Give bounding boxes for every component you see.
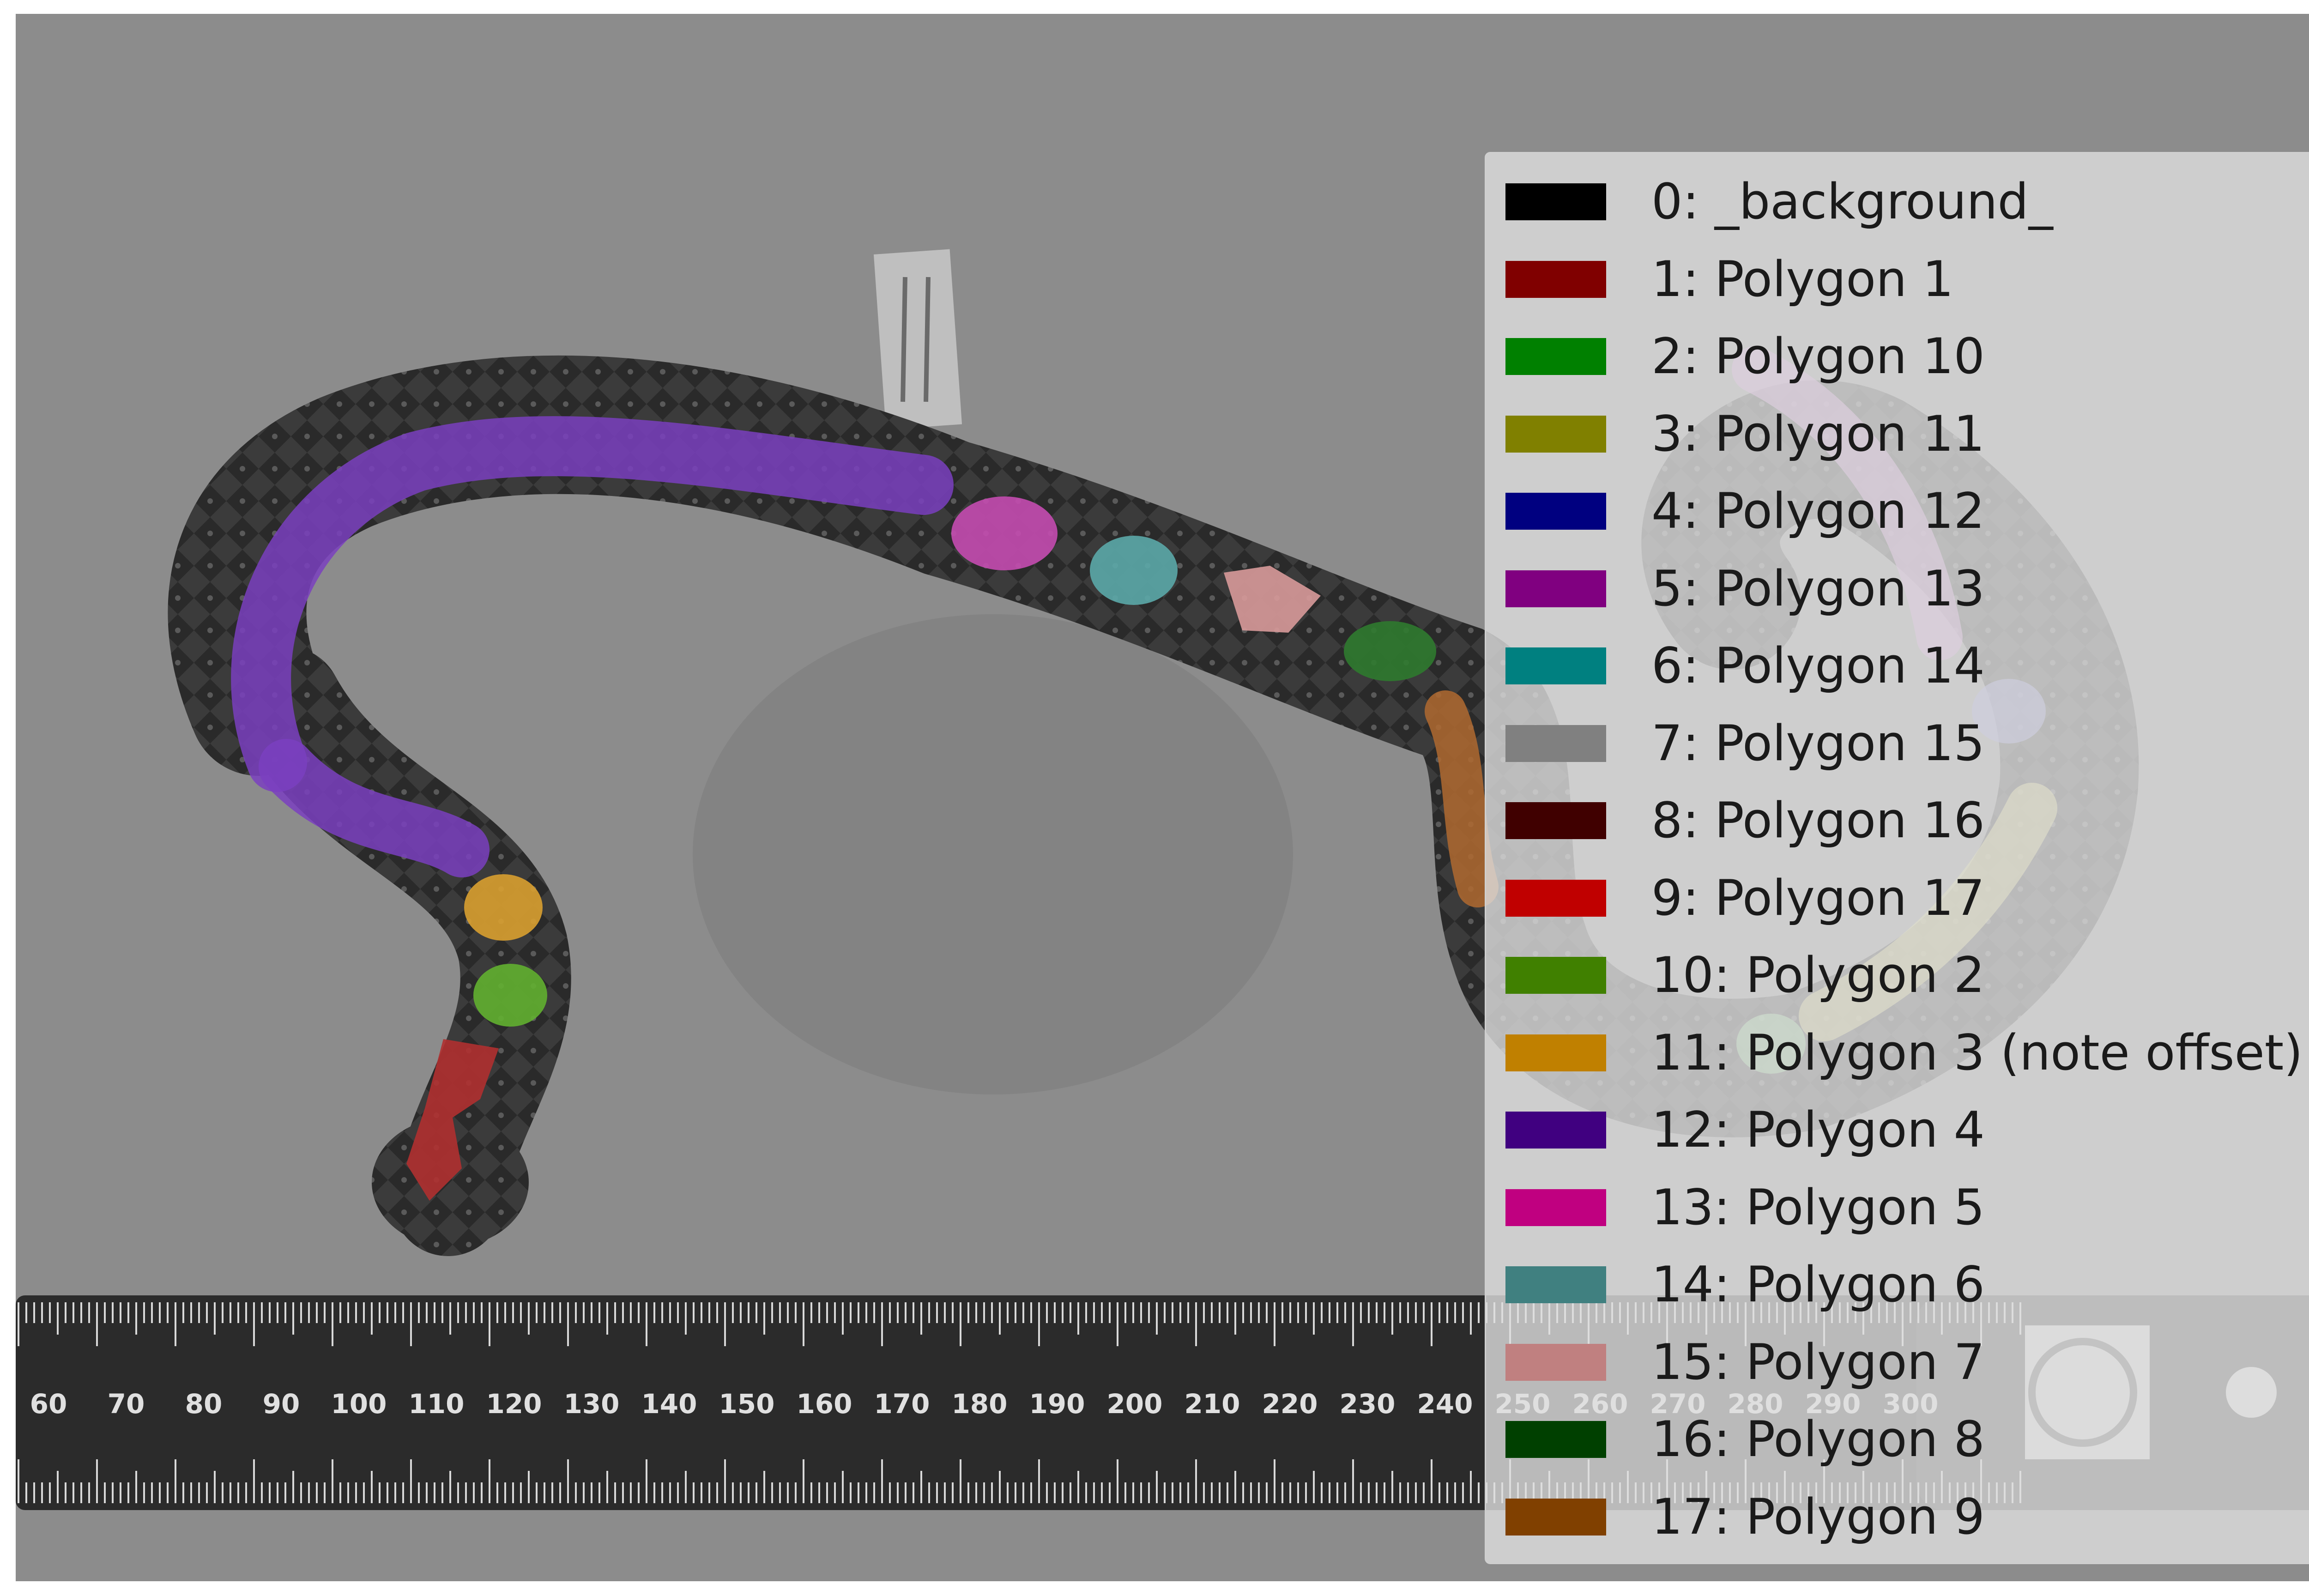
ruler-tick-label: 240	[1417, 1388, 1473, 1420]
legend-label: 7: Polygon 15	[1651, 714, 1985, 772]
overlay-polygon-8	[1344, 621, 1436, 681]
legend-item: 8: Polygon 16	[1505, 793, 1985, 848]
legend-swatch	[1505, 1034, 1606, 1071]
overlay-polygon-1	[406, 1039, 499, 1201]
legend-label: 2: Polygon 10	[1651, 328, 1985, 385]
legend-item: 2: Polygon 10	[1505, 329, 1985, 384]
legend-swatch	[1505, 415, 1606, 453]
legend: 0: _background_ 1: Polygon 1 2: Polygon 10…	[1485, 152, 2309, 1564]
legend-item: 14: Polygon 6	[1505, 1257, 1985, 1312]
legend-label: 13: Polygon 5	[1651, 1179, 1985, 1236]
legend-swatch	[1505, 879, 1606, 917]
legend-item: 5: Polygon 13	[1505, 561, 1985, 617]
legend-item: 3: Polygon 11	[1505, 406, 1985, 462]
legend-label: 15: Polygon 7	[1651, 1333, 1985, 1390]
ruler-tick-label: 100	[331, 1388, 387, 1420]
legend-swatch	[1505, 647, 1606, 684]
ruler-tick-label: 140	[641, 1388, 697, 1420]
legend-label: 6: Polygon 14	[1651, 637, 1985, 694]
ruler-tick-label: 230	[1339, 1388, 1395, 1420]
legend-swatch	[1505, 1266, 1606, 1303]
legend-label: 1: Polygon 1	[1651, 250, 1954, 308]
legend-item: 0: _background_	[1505, 174, 2053, 230]
legend-swatch	[1505, 1498, 1606, 1536]
legend-item: 6: Polygon 14	[1505, 638, 1985, 694]
overlay-polygon-2	[473, 964, 547, 1027]
overlay-polygon-7	[1224, 566, 1321, 633]
overlay-polygon-3	[464, 874, 543, 941]
legend-item: 9: Polygon 17	[1505, 871, 1985, 926]
ruler-tick-label: 210	[1184, 1388, 1240, 1420]
legend-swatch	[1505, 183, 1606, 220]
legend-label: 4: Polygon 12	[1651, 483, 1985, 539]
legend-swatch	[1505, 1343, 1606, 1381]
legend-item: 1: Polygon 1	[1505, 252, 1953, 307]
legend-item: 10: Polygon 2	[1505, 948, 1985, 1003]
legend-item: 16: Polygon 8	[1505, 1412, 1985, 1467]
overlay-polygon-4	[231, 416, 954, 792]
legend-label: 12: Polygon 4	[1651, 1101, 1985, 1158]
legend-label: 5: Polygon 13	[1651, 560, 1985, 617]
legend-item: 12: Polygon 4	[1505, 1102, 1985, 1158]
legend-swatch	[1505, 493, 1606, 530]
ruler-tick-label: 120	[486, 1388, 542, 1420]
ruler-tick-label: 180	[951, 1388, 1007, 1420]
ruler-tick-label: 90	[263, 1388, 300, 1420]
shadow-stain	[693, 614, 1293, 1094]
overlay-polygon-6	[1090, 536, 1178, 605]
ruler-tick-label: 60	[30, 1388, 67, 1420]
legend-label: 0: _background_	[1651, 173, 2053, 230]
legend-item: 13: Polygon 5	[1505, 1180, 1985, 1235]
legend-item: 7: Polygon 15	[1505, 716, 1985, 771]
legend-label: 9: Polygon 17	[1651, 869, 1985, 926]
legend-swatch	[1505, 570, 1606, 607]
ruler-tick-label: 110	[408, 1388, 464, 1420]
specimen-tag	[873, 249, 962, 430]
overlay-polygon-5	[951, 496, 1058, 570]
legend-label: 10: Polygon 2	[1651, 947, 1985, 1004]
ruler-tick-label: 190	[1029, 1388, 1085, 1420]
overlay-polygon-9	[1425, 690, 1499, 907]
legend-label: 8: Polygon 16	[1651, 792, 1985, 849]
legend-label: 17: Polygon 9	[1651, 1488, 1985, 1545]
ruler-tick-label: 160	[796, 1388, 852, 1420]
legend-swatch	[1505, 1189, 1606, 1226]
legend-label: 3: Polygon 11	[1651, 405, 1985, 462]
legend-swatch	[1505, 260, 1606, 298]
ruler-tick-label: 220	[1262, 1388, 1318, 1420]
legend-item: 4: Polygon 12	[1505, 484, 1985, 539]
overlay-polygon-4-lower	[259, 739, 490, 877]
legend-label: 16: Polygon 8	[1651, 1411, 1985, 1468]
legend-item: 11: Polygon 3 (note offset)	[1505, 1025, 2303, 1081]
ruler-tick-label: 170	[874, 1388, 930, 1420]
legend-label: 14: Polygon 6	[1651, 1256, 1985, 1313]
legend-swatch	[1505, 338, 1606, 375]
legend-item: 17: Polygon 9	[1505, 1489, 1985, 1545]
legend-swatch	[1505, 1112, 1606, 1149]
ruler-tick-label: 70	[108, 1388, 145, 1420]
legend-swatch	[1505, 957, 1606, 994]
legend-label: 11: Polygon 3 (note offset)	[1651, 1024, 2303, 1081]
legend-swatch	[1505, 802, 1606, 839]
legend-swatch	[1505, 1421, 1606, 1458]
legend-item: 15: Polygon 7	[1505, 1335, 1985, 1390]
ruler-tick-label: 200	[1106, 1388, 1162, 1420]
ruler-tick-label: 80	[185, 1388, 223, 1420]
ruler-tick-label: 150	[719, 1388, 774, 1420]
legend-swatch	[1505, 725, 1606, 762]
ruler-tick-label: 130	[563, 1388, 619, 1420]
